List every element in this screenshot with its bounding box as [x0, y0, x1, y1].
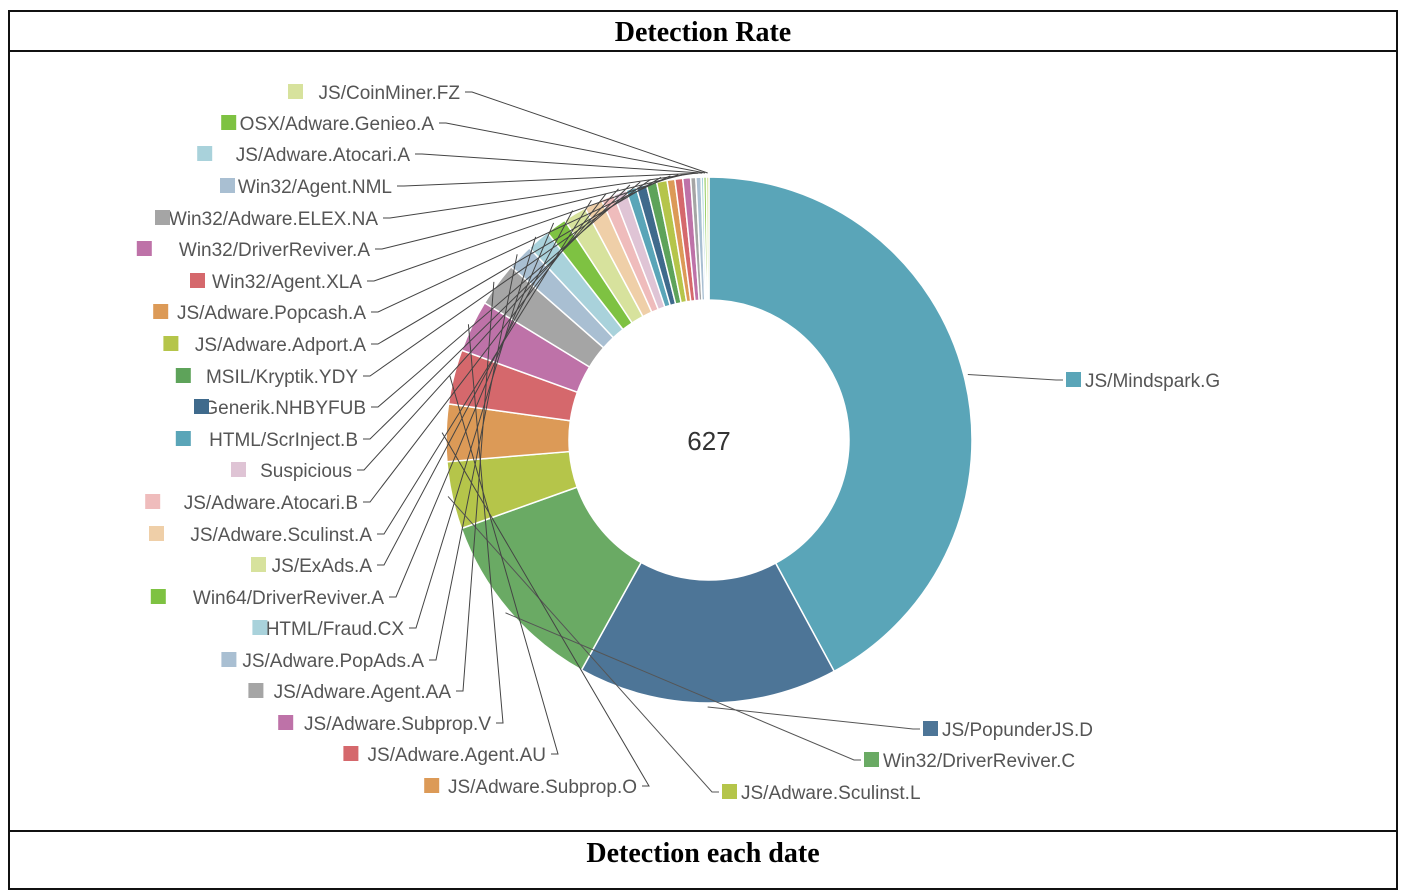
- slice-label-js-adware-subprop-v: JS/Adware.Subprop.V: [304, 714, 491, 735]
- legend-swatch-js-adware-adport-a: [163, 336, 179, 351]
- legend-swatch-js-exads-a: [251, 557, 266, 572]
- slice-label-js-adware-popcash-a: JS/Adware.Popcash.A: [177, 303, 366, 324]
- leader-line-win32-agent-xla: [367, 174, 679, 282]
- slice-label-win32-driverreviver-c: Win32/DriverReviver.C: [883, 751, 1075, 772]
- slice-label-js-coinminer-fz: JS/CoinMiner.FZ: [319, 83, 461, 104]
- legend-swatch-js-adware-sculinst-l: [722, 784, 737, 799]
- leader-line-html-fraud-cx: [409, 236, 537, 629]
- legend-swatch-js-adware-agent-aa: [248, 683, 264, 698]
- leader-line-js-popunderjs-d: [707, 706, 920, 730]
- slice-label-win32-adware-elex-na: Win32/Adware.ELEX.NA: [169, 209, 378, 230]
- slice-label-msil-kryptik-ydy: MSIL/Kryptik.YDY: [206, 367, 358, 388]
- slice-label-js-mindspark-g: JS/Mindspark.G: [1085, 371, 1220, 392]
- leader-line-win32-adware-elex-na: [383, 172, 694, 219]
- leader-line-js-adware-subprop-o: [441, 432, 650, 787]
- legend-swatch-win32-driverreviver-a: [136, 241, 152, 256]
- leader-line-js-mindspark-g: [967, 373, 1063, 381]
- slice-label-html-fraud-cx: HTML/Fraud.CX: [266, 619, 405, 640]
- legend-swatch-msil-kryptik-ydy: [175, 368, 191, 383]
- center-total-label: 627: [687, 426, 730, 456]
- slice-label-js-adware-popads-a: JS/Adware.PopAds.A: [242, 651, 424, 672]
- leader-line-js-adware-popads-a: [429, 254, 518, 661]
- leader-line-win64-driverreviver-a: [389, 222, 555, 598]
- slice-label-js-adware-atocari-b: JS/Adware.Atocari.B: [184, 493, 358, 514]
- detection-rate-title: Detection Rate: [614, 17, 792, 48]
- slice-js-popunderjs-d: [580, 561, 836, 704]
- legend-swatch-js-adware-atocari-b: [145, 494, 161, 509]
- legend-swatch-js-coinminer-fz: [288, 84, 303, 99]
- legend-swatch-js-adware-agent-au: [343, 746, 359, 761]
- legend-swatch-suspicious: [231, 462, 246, 477]
- leader-line-js-adware-subprop-v: [467, 324, 504, 724]
- slice-label-win32-driverreviver-a: Win32/DriverReviver.A: [179, 240, 370, 261]
- slice-label-js-adware-adport-a: JS/Adware.Adport.A: [195, 335, 366, 356]
- leader-line-suspicious: [357, 188, 619, 471]
- legend-swatch-html-scrinject-b: [175, 431, 191, 446]
- slice-label-js-adware-subprop-o: JS/Adware.Subprop.O: [448, 777, 637, 798]
- slice-label-generik-nhbyfub: Generik.NHBYFUB: [203, 398, 366, 419]
- slice-js-coinminer-fz: [705, 176, 710, 301]
- leader-line-win32-agent-nml: [397, 172, 699, 187]
- legend-swatch-js-adware-popads-a: [221, 652, 237, 667]
- slice-label-js-adware-sculinst-a: JS/Adware.Sculinst.A: [190, 525, 372, 546]
- legend-swatch-win32-adware-elex-na: [155, 210, 170, 225]
- slice-label-osx-adware-genieo-a: OSX/Adware.Genieo.A: [240, 114, 435, 135]
- leader-line-js-adware-atocari-b: [363, 193, 607, 503]
- slice-label-suspicious: Suspicious: [260, 461, 352, 482]
- leader-line-js-adware-popcash-a: [371, 175, 671, 313]
- leader-line-msil-kryptik-ydy: [363, 179, 651, 377]
- slice-label-win32-agent-nml: Win32/Agent.NML: [238, 177, 392, 198]
- slice-label-js-adware-sculinst-l: JS/Adware.Sculinst.L: [741, 783, 921, 804]
- leader-line-js-adware-sculinst-l: [447, 496, 719, 793]
- footer-divider: [10, 830, 1396, 832]
- slice-label-js-adware-atocari-a: JS/Adware.Atocari.A: [236, 145, 411, 166]
- legend-swatch-js-adware-atocari-a: [197, 146, 213, 161]
- legend-swatch-generik-nhbyfub: [194, 399, 209, 414]
- legend-swatch-html-fraud-cx: [252, 620, 268, 635]
- legend-swatch-js-mindspark-g: [1066, 372, 1081, 387]
- legend-swatch-win32-driverreviver-c: [864, 752, 879, 767]
- leader-line-generik-nhbyfub: [371, 181, 641, 408]
- slice-label-win32-agent-xla: Win32/Agent.XLA: [212, 272, 362, 293]
- leader-line-osx-adware-genieo-a: [439, 122, 706, 174]
- leader-line-win32-driverreviver-a: [375, 173, 687, 250]
- leader-line-js-adware-agent-aa: [456, 281, 495, 692]
- legend-swatch-js-popunderjs-d: [923, 721, 938, 736]
- slice-label-html-scrinject-b: HTML/ScrInject.B: [209, 430, 358, 451]
- leader-line-js-adware-agent-au: [449, 375, 559, 755]
- slice-label-win64-driverreviver-a: Win64/DriverReviver.A: [193, 588, 384, 609]
- leader-line-win32-driverreviver-c: [505, 612, 861, 761]
- legend-swatch-js-adware-sculinst-a: [149, 526, 164, 541]
- slice-label-js-adware-agent-aa: JS/Adware.Agent.AA: [274, 682, 452, 703]
- header-divider: [10, 50, 1396, 52]
- leader-line-js-coinminer-fz: [465, 91, 708, 174]
- legend-swatch-win32-agent-nml: [220, 178, 235, 193]
- slice-label-js-exads-a: JS/ExAds.A: [272, 556, 373, 577]
- legend-swatch-win32-agent-xla: [190, 273, 205, 288]
- leader-line-html-scrinject-b: [363, 184, 631, 440]
- legend-swatch-win64-driverreviver-a: [150, 589, 166, 604]
- detection-each-date-title: Detection each date: [586, 838, 820, 869]
- legend-swatch-osx-adware-genieo-a: [221, 115, 237, 130]
- leader-line-js-adware-sculinst-a: [377, 200, 592, 535]
- leader-line-js-adware-adport-a: [371, 176, 662, 345]
- legend-swatch-js-adware-subprop-o: [424, 778, 440, 793]
- slice-label-js-adware-agent-au: JS/Adware.Agent.AU: [368, 745, 546, 766]
- legend-swatch-js-adware-popcash-a: [153, 304, 169, 319]
- leader-line-js-adware-atocari-a: [415, 153, 703, 174]
- slice-label-js-popunderjs-d: JS/PopunderJS.D: [942, 720, 1093, 741]
- slice-js-mindspark-g: [708, 176, 973, 673]
- leader-line-js-exads-a: [377, 210, 574, 566]
- legend-swatch-js-adware-subprop-v: [278, 715, 294, 730]
